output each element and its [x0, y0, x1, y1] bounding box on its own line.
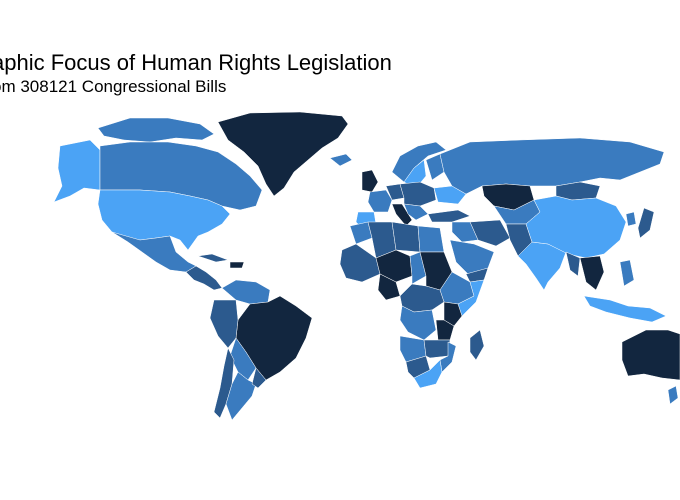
region-italy [391, 203, 413, 227]
region-turkey [427, 209, 471, 223]
region-hispaniola [229, 261, 245, 269]
region-nigeria [377, 273, 401, 301]
map-title: aphic Focus of Human Rights Legislation [0, 50, 392, 75]
region-japan [637, 207, 655, 239]
region-united-kingdom [361, 169, 379, 193]
region-egypt [417, 225, 445, 253]
region-central-america [185, 265, 223, 291]
region-chile [213, 347, 235, 419]
region-iceland [329, 153, 353, 167]
region-uruguay [251, 367, 267, 389]
region-indochina [579, 255, 605, 291]
region-kenya [443, 301, 463, 327]
region-mongolia [555, 181, 601, 201]
region-iran [469, 219, 511, 247]
region-peru [209, 299, 239, 349]
region-tanzania [435, 319, 455, 341]
region-philippines [619, 259, 635, 287]
region-madagascar [469, 329, 485, 361]
region-west-africa [339, 243, 381, 283]
region-south-africa [413, 359, 443, 389]
region-congo [399, 305, 437, 341]
region-iraq [451, 221, 479, 243]
region-alaska [53, 139, 101, 203]
region-korea [625, 211, 637, 227]
region-greenland [217, 111, 349, 197]
region-china [525, 195, 627, 259]
region-myanmar [565, 251, 581, 277]
region-saudi-arabia [449, 239, 495, 277]
map-subtitle: om 308121 Congressional Bills [0, 77, 227, 96]
region-venezuela [221, 279, 271, 305]
region-france [367, 189, 393, 213]
region-cuba [197, 253, 229, 263]
region-australia [621, 329, 680, 381]
region-indonesia [583, 295, 667, 323]
region-argentina [225, 371, 257, 421]
region-russia [439, 137, 665, 195]
region-balkans [403, 203, 429, 221]
region-ukraine [433, 185, 467, 205]
region-libya [391, 221, 421, 253]
region-canada-arctic [97, 117, 215, 143]
region-new-zealand [667, 385, 679, 405]
region-eastern-europe [399, 181, 437, 207]
region-zambia [423, 339, 451, 359]
